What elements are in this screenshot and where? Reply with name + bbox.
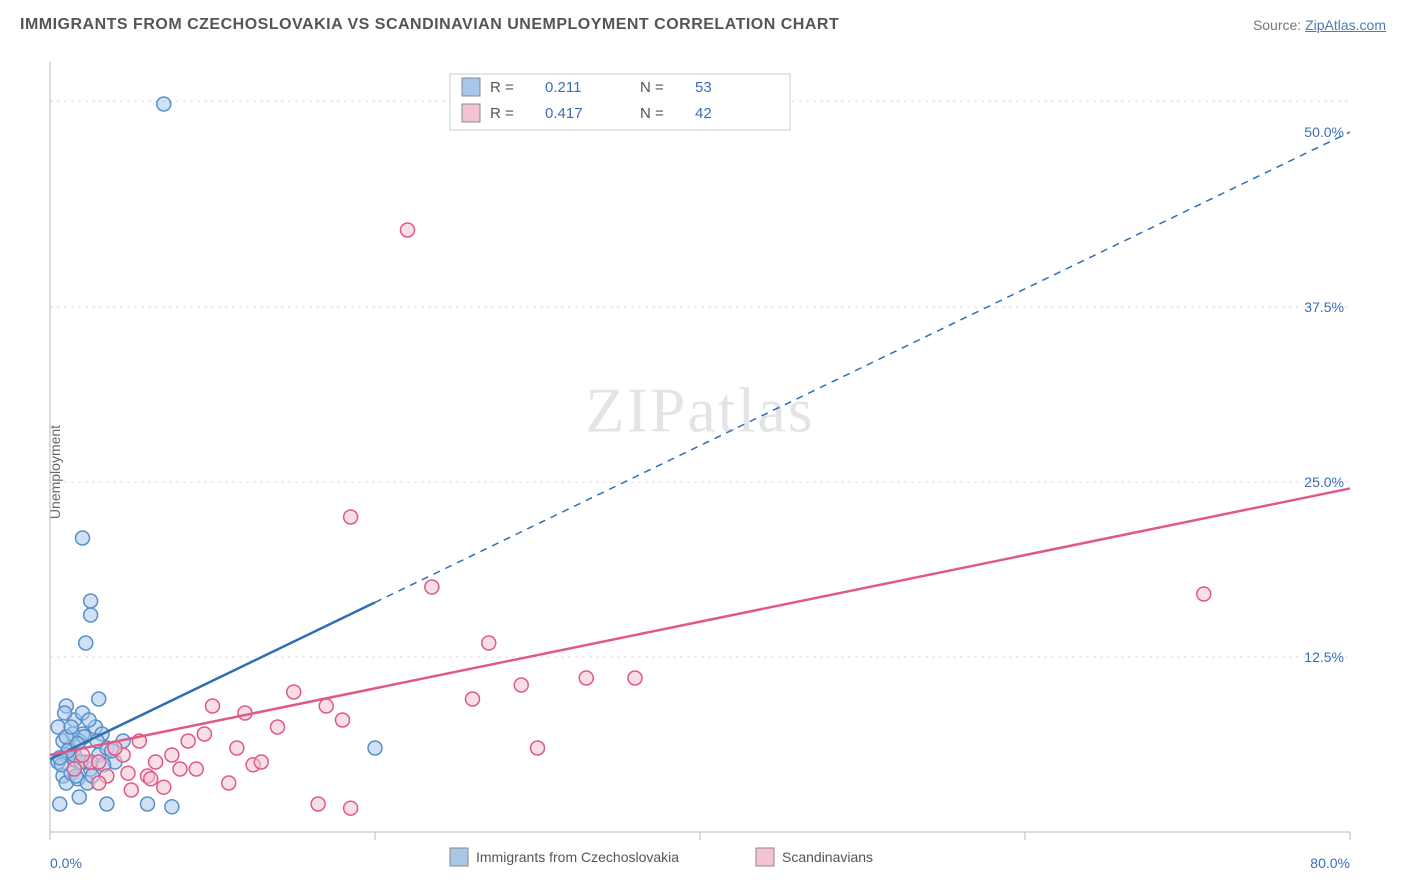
legend-swatch <box>462 78 480 96</box>
data-point <box>82 713 96 727</box>
data-point <box>149 755 163 769</box>
data-point <box>514 678 528 692</box>
data-point <box>173 762 187 776</box>
data-point <box>76 531 90 545</box>
data-point <box>425 580 439 594</box>
data-point <box>466 692 480 706</box>
data-point <box>319 699 333 713</box>
data-point <box>181 734 195 748</box>
stat-n-label: N = <box>640 79 664 96</box>
scatter-chart: 0.0%80.0%12.5%25.0%37.5%50.0%ZIPatlasR =… <box>0 52 1406 892</box>
data-point <box>58 706 72 720</box>
legend-label: Immigrants from Czechoslovakia <box>476 849 679 865</box>
data-point <box>271 720 285 734</box>
legend-label: Scandinavians <box>782 849 873 865</box>
data-point <box>64 720 78 734</box>
legend-swatch <box>756 848 774 866</box>
data-point <box>79 636 93 650</box>
data-point <box>157 97 171 111</box>
y-tick-label: 12.5% <box>1304 649 1344 665</box>
data-point <box>141 797 155 811</box>
data-point <box>124 783 138 797</box>
data-point <box>144 772 158 786</box>
data-point <box>165 800 179 814</box>
chart-source: Source: ZipAtlas.com <box>1253 17 1386 33</box>
data-point <box>84 608 98 622</box>
stat-n-value: 42 <box>695 105 712 122</box>
trend-line-dashed <box>375 132 1350 602</box>
data-point <box>254 755 268 769</box>
data-point <box>230 741 244 755</box>
y-tick-label: 25.0% <box>1304 474 1344 490</box>
data-point <box>157 780 171 794</box>
x-tick-label: 80.0% <box>1310 855 1350 871</box>
chart-title: IMMIGRANTS FROM CZECHOSLOVAKIA VS SCANDI… <box>20 16 839 34</box>
source-label: Source: <box>1253 17 1301 33</box>
source-link[interactable]: ZipAtlas.com <box>1305 17 1386 33</box>
data-point <box>92 755 106 769</box>
stat-n-label: N = <box>640 105 664 122</box>
data-point <box>336 713 350 727</box>
data-point <box>92 692 106 706</box>
data-point <box>84 594 98 608</box>
stat-r-value: 0.417 <box>545 105 583 122</box>
y-tick-label: 37.5% <box>1304 299 1344 315</box>
data-point <box>197 727 211 741</box>
data-point <box>206 699 220 713</box>
data-point <box>100 797 114 811</box>
stat-r-label: R = <box>490 105 514 122</box>
trend-line <box>50 488 1350 755</box>
legend-swatch <box>450 848 468 866</box>
stat-n-value: 53 <box>695 79 712 96</box>
data-point <box>531 741 545 755</box>
data-point <box>92 776 106 790</box>
data-point <box>222 776 236 790</box>
data-point <box>401 223 415 237</box>
data-point <box>121 766 135 780</box>
data-point <box>67 762 81 776</box>
data-point <box>482 636 496 650</box>
data-point <box>72 790 86 804</box>
stat-r-value: 0.211 <box>545 79 581 96</box>
data-point <box>311 797 325 811</box>
data-point <box>53 797 67 811</box>
chart-header: IMMIGRANTS FROM CZECHOSLOVAKIA VS SCANDI… <box>20 16 1386 34</box>
x-tick-label: 0.0% <box>50 855 82 871</box>
legend-swatch <box>462 104 480 122</box>
data-point <box>344 510 358 524</box>
trend-line <box>50 602 375 759</box>
stat-r-label: R = <box>490 79 514 96</box>
data-point <box>368 741 382 755</box>
data-point <box>165 748 179 762</box>
data-point <box>628 671 642 685</box>
data-point <box>579 671 593 685</box>
y-axis-label: Unemployment <box>47 425 63 519</box>
chart-area: Unemployment 0.0%80.0%12.5%25.0%37.5%50.… <box>0 52 1406 892</box>
watermark: ZIPatlas <box>585 375 814 446</box>
data-point <box>287 685 301 699</box>
data-point <box>1197 587 1211 601</box>
data-point <box>344 801 358 815</box>
data-point <box>189 762 203 776</box>
